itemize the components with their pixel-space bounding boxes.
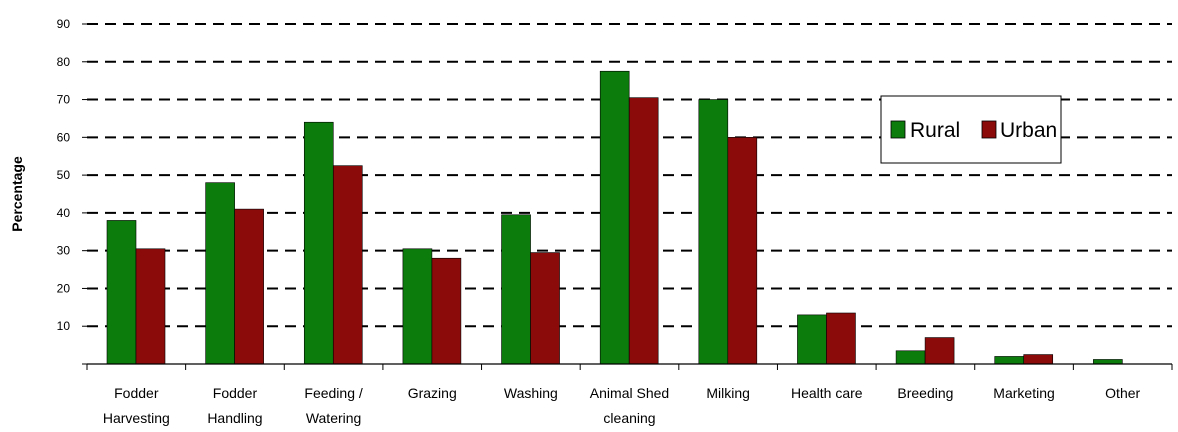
- x-axis-category-labels: Fodder Harvesting Fodder Handling Feeding / W…: [103, 385, 1141, 426]
- y-axis-ticks: 10 20 30 40 50 60 70 80 90: [57, 17, 87, 365]
- bar-rural: [106, 220, 137, 365]
- y-tick-label: 40: [57, 206, 71, 220]
- bar-rural: [599, 70, 630, 365]
- bars: [106, 70, 1123, 365]
- x-category-label-line: Grazing: [408, 385, 457, 401]
- legend-swatch-urban: [981, 120, 997, 139]
- x-category-label: Feeding / Watering: [304, 385, 362, 426]
- bar-urban: [135, 248, 166, 365]
- x-category-label: Fodder Handling: [207, 385, 262, 426]
- bar-rural: [402, 248, 433, 365]
- bar-rural: [698, 99, 729, 365]
- legend-box: [880, 95, 1062, 164]
- x-category-label-line: Fodder: [114, 385, 159, 401]
- x-category-label-line: Other: [1105, 385, 1140, 401]
- x-category-label-line: Washing: [504, 385, 558, 401]
- bar-rural: [303, 121, 334, 365]
- legend-label-urban: Urban: [1000, 119, 1057, 142]
- y-tick-label: 70: [57, 93, 71, 107]
- x-category-label-line: Breeding: [897, 385, 953, 401]
- bar-urban: [924, 337, 955, 365]
- x-category-label-line: Marketing: [993, 385, 1054, 401]
- x-category-label-line: Handling: [207, 410, 262, 426]
- legend-swatch-rural: [890, 120, 906, 139]
- y-tick-label: 80: [57, 55, 71, 69]
- y-tick-label: 60: [57, 130, 71, 144]
- x-category-label-line: Fodder: [213, 385, 258, 401]
- y-axis-title: Percentage: [9, 156, 25, 232]
- y-tick-label: 50: [57, 168, 71, 182]
- x-category-label-line: Animal Shed: [590, 385, 669, 401]
- x-category-label: Health care: [791, 385, 863, 401]
- y-tick-label: 30: [57, 244, 71, 258]
- bar-rural: [501, 214, 531, 365]
- x-category-label: Marketing: [993, 385, 1054, 401]
- bar-rural: [797, 314, 827, 365]
- x-category-label-line: cleaning: [603, 410, 655, 426]
- y-tick-label: 90: [57, 17, 71, 31]
- legend-label-rural: Rural: [910, 119, 960, 142]
- x-category-label-line: Harvesting: [103, 410, 170, 426]
- x-category-label: Grazing: [408, 385, 457, 401]
- x-category-label-line: Health care: [791, 385, 863, 401]
- x-category-label: Washing: [504, 385, 558, 401]
- x-category-label: Fodder Harvesting: [103, 385, 170, 426]
- x-category-label-line: Milking: [706, 385, 750, 401]
- legend: Rural Urban: [880, 95, 1062, 164]
- bar-urban: [628, 97, 659, 365]
- bar-urban: [530, 252, 560, 365]
- bar-rural: [205, 182, 235, 365]
- bar-urban: [1023, 354, 1054, 365]
- x-category-label: Breeding: [897, 385, 953, 401]
- bar-rural: [1093, 359, 1123, 365]
- y-tick-label: 10: [57, 319, 71, 333]
- bar-rural: [994, 356, 1025, 365]
- x-axis: [86, 363, 1173, 370]
- x-category-label: Other: [1105, 385, 1140, 401]
- y-tick-label: 20: [57, 281, 71, 295]
- bar-urban: [431, 257, 462, 365]
- x-category-label-line: Feeding /: [304, 385, 362, 401]
- bar-urban: [727, 137, 758, 365]
- x-category-label: Milking: [706, 385, 750, 401]
- x-category-label-line: Watering: [306, 410, 362, 426]
- bar-urban: [234, 208, 264, 365]
- bar-rural: [895, 350, 926, 365]
- x-category-label: Animal Shed cleaning: [590, 385, 669, 426]
- bar-urban: [332, 165, 363, 365]
- bar-urban: [826, 312, 856, 365]
